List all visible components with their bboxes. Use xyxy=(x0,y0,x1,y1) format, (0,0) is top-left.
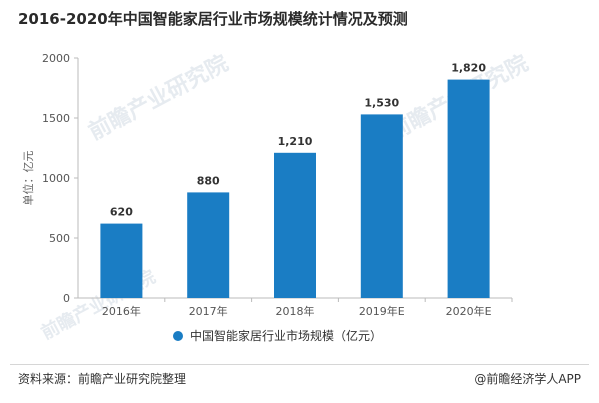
x-tick-label: 2016年 xyxy=(102,304,141,318)
bar xyxy=(447,79,490,298)
y-tick-label: 1500 xyxy=(42,112,70,125)
legend-label: 中国智能家居行业市场规模（亿元） xyxy=(190,328,382,343)
bar-value-label: 620 xyxy=(110,206,133,219)
x-tick-label: 2018年 xyxy=(276,304,315,318)
bar xyxy=(100,223,143,298)
y-tick-label: 0 xyxy=(63,292,70,305)
x-tick-label: 2020年E xyxy=(446,304,492,318)
bar-value-label: 880 xyxy=(197,174,220,187)
chart-title: 2016-2020年中国智能家居行业市场规模统计情况及预测 xyxy=(18,10,408,28)
bar xyxy=(187,192,230,298)
bar-value-label: 1,820 xyxy=(451,62,486,75)
y-tick-label: 1000 xyxy=(42,172,70,185)
bar-value-label: 1,530 xyxy=(364,96,399,109)
source-note: 资料来源：前瞻产业研究院整理 xyxy=(18,372,187,386)
bar xyxy=(360,114,403,299)
y-axis-title: 单位：亿元 xyxy=(21,151,35,206)
brand-credit: @前瞻经济学人APP xyxy=(474,372,581,386)
bar-value-label: 1,210 xyxy=(278,135,313,148)
x-tick-label: 2019年E xyxy=(359,304,405,318)
y-tick-label: 500 xyxy=(49,232,70,245)
bar-chart: 0 500 1000 1500 2000 单位：亿元 620 2016年 880 2017年 1,2… xyxy=(21,52,513,343)
footer-divider xyxy=(10,364,589,365)
y-tick-label: 2000 xyxy=(42,52,70,65)
x-tick-label: 2017年 xyxy=(189,304,228,318)
legend-marker xyxy=(173,331,183,341)
bar xyxy=(274,152,316,298)
